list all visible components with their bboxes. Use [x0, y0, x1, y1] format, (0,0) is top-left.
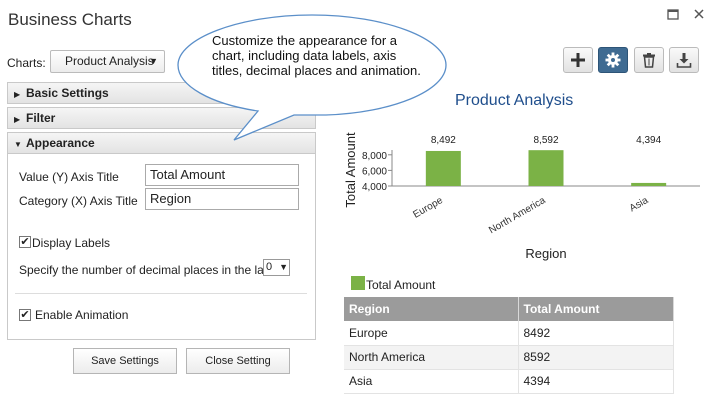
maximize-icon[interactable] — [666, 8, 680, 22]
gear-icon — [605, 52, 621, 68]
close-setting-button[interactable]: Close Setting — [186, 348, 290, 374]
legend-label: Total Amount — [366, 278, 436, 292]
table-row: Asia 4394 — [344, 369, 674, 394]
decimal-places-value: 0 — [266, 261, 273, 273]
add-chart-button[interactable] — [563, 47, 593, 73]
legend-swatch — [351, 276, 365, 290]
table-cell: 4394 — [518, 369, 674, 394]
trash-icon — [643, 53, 655, 68]
charts-label: Charts: — [7, 56, 46, 70]
x-axis-title: Region — [525, 246, 566, 261]
chevron-down-icon: ▼ — [14, 140, 22, 149]
close-icon[interactable] — [692, 8, 706, 22]
table-header-total: Total Amount — [518, 297, 674, 321]
category-axis-title-label: Category (X) Axis Title — [19, 194, 138, 208]
decimal-places-select[interactable]: 0 ▼ — [263, 259, 290, 276]
chart-title: Product Analysis — [455, 92, 574, 109]
download-chart-button[interactable] — [669, 47, 699, 73]
decimal-places-label: Specify the number of decimal places in … — [19, 263, 284, 277]
chevron-down-icon: ▼ — [149, 56, 158, 66]
x-tick-label: Asia — [628, 195, 651, 214]
section-label: Appearance — [26, 136, 95, 150]
divider — [15, 293, 307, 294]
x-tick-label: North America — [487, 195, 548, 236]
enable-animation-checkbox[interactable]: ✔ — [19, 309, 31, 321]
category-axis-title-input[interactable]: Region — [145, 188, 299, 210]
save-settings-button[interactable]: Save Settings — [73, 348, 177, 374]
table-cell: North America — [344, 345, 519, 370]
charts-dropdown-value: Product Analysis — [65, 54, 154, 68]
data-label: 8,592 — [533, 135, 558, 146]
table-cell: 8592 — [518, 345, 674, 370]
enable-animation-label: Enable Animation — [35, 308, 129, 322]
y-tick-label: 6,000 — [362, 166, 387, 177]
bar — [528, 150, 564, 186]
bar — [631, 182, 667, 186]
y-tick-label: 4,000 — [362, 182, 387, 193]
delete-chart-button[interactable] — [634, 47, 664, 73]
data-label: 4,394 — [636, 135, 661, 146]
y-axis-title: Total Amount — [343, 132, 358, 208]
table-cell: Europe — [344, 321, 519, 346]
section-filter[interactable]: ▶ Filter — [7, 107, 316, 129]
value-axis-title-label: Value (Y) Axis Title — [19, 170, 119, 184]
window-title: Business Charts — [8, 10, 132, 29]
value-axis-title-input[interactable]: Total Amount — [145, 164, 299, 186]
tooltip-text: Customize the appearance for a chart, in… — [212, 33, 421, 78]
table-row: North America 8592 — [344, 345, 674, 370]
chevron-right-icon: ▶ — [14, 90, 21, 99]
table-cell: Asia — [344, 369, 519, 394]
charts-dropdown[interactable]: Product Analysis ▼ — [50, 50, 165, 73]
x-tick-label: Europe — [411, 195, 445, 221]
y-tick-label: 8,000 — [362, 151, 387, 162]
table-row: Europe 8492 — [344, 321, 674, 346]
download-icon — [676, 53, 692, 68]
chart-settings-button[interactable] — [598, 47, 628, 73]
display-labels-label: Display Labels — [32, 236, 111, 250]
chevron-right-icon: ▶ — [14, 115, 21, 124]
chevron-down-icon: ▼ — [279, 262, 288, 272]
section-label: Basic Settings — [26, 86, 109, 100]
table-header-region: Region — [344, 297, 519, 321]
tooltip-callout: Customize the appearance for a chart, in… — [176, 13, 448, 141]
bar — [425, 150, 461, 186]
appearance-panel — [7, 153, 316, 340]
section-label: Filter — [26, 111, 56, 125]
data-table: Region Total Amount Europe 8492 North Am… — [344, 297, 674, 394]
display-labels-checkbox[interactable]: ✔ — [19, 236, 31, 248]
plus-icon — [571, 53, 585, 67]
table-cell: 8492 — [518, 321, 674, 346]
